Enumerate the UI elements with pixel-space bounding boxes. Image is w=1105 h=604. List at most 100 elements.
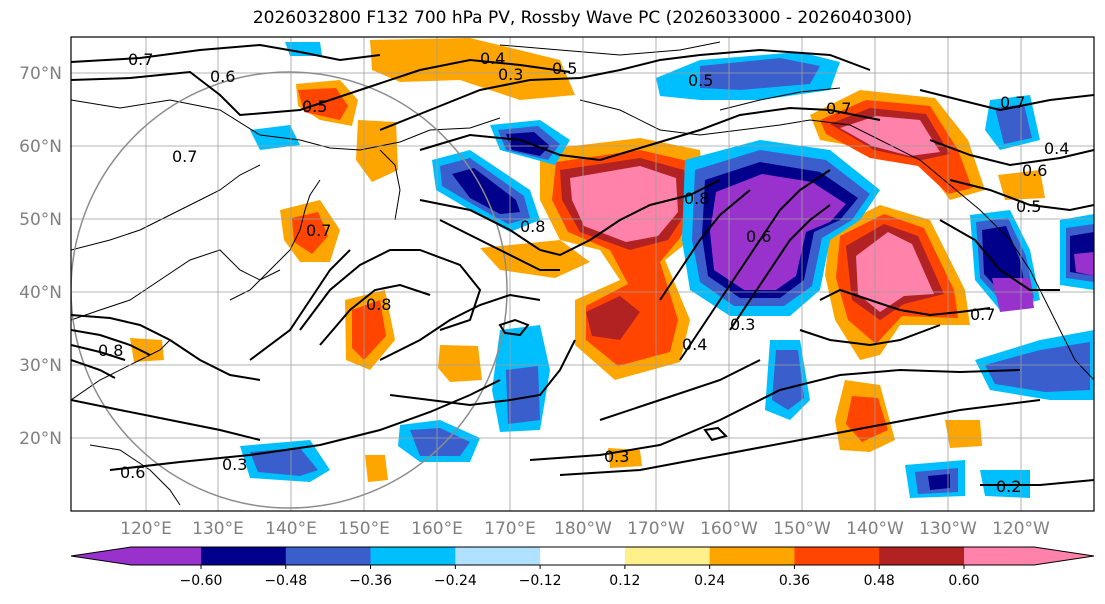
contour-label: 0.3: [730, 315, 755, 334]
colorbar-segment: [879, 547, 965, 565]
contour-line: [929, 139, 1094, 167]
china-coast: [71, 249, 281, 321]
lon-label-150w: 150°W: [773, 519, 831, 539]
colorbar-segment: [540, 547, 626, 565]
contour-line: [529, 368, 1021, 461]
colorbar-segment: [709, 547, 795, 565]
contour-line: [379, 293, 541, 361]
colorbar-tick-label: −0.36: [349, 573, 392, 589]
contour-line: [109, 379, 501, 471]
contour-line: [939, 219, 1060, 291]
colorbar-segment: [201, 547, 287, 565]
contour-label: 0.4: [480, 49, 505, 68]
colorbar-tick-label: 0.60: [948, 573, 979, 589]
lon-label-160w: 160°W: [700, 519, 758, 539]
contour-line: [419, 106, 881, 162]
colorbar: −0.60 −0.48 −0.36 −0.24 −0.12 0.12 0.24 0.36 0.4…: [70, 546, 1095, 589]
contour-line: [71, 43, 381, 63]
contour-label: 0.7: [826, 99, 851, 118]
contour-line: [659, 189, 751, 301]
map-title: 2026032800 F132 700 hPa PV, Rossby Wave …: [252, 8, 913, 28]
pv-contours: [71, 43, 1094, 486]
lat-label-20n: 20°N: [19, 429, 62, 449]
colorbar-tick-label: 0.48: [864, 573, 895, 589]
contour-line: [419, 179, 721, 257]
anomaly-fill-layer: [130, 38, 1094, 498]
colorbar-tick-label: 0.24: [694, 573, 725, 589]
contour-label: 0.3: [604, 447, 629, 466]
contour-line: [799, 324, 941, 347]
contour-label: 0.8: [98, 341, 123, 360]
lon-label-170w: 170°W: [627, 519, 685, 539]
contour-line: [498, 318, 530, 337]
north-america-coast: [579, 99, 1094, 381]
distance-ring: [71, 71, 508, 509]
lat-label-60n: 60°N: [19, 137, 62, 157]
contour-line: [559, 399, 1041, 476]
contour-label: 0.7: [172, 147, 197, 166]
lon-label-170e: 170°E: [484, 519, 536, 539]
contour-label-layer: 0.7 0.6 0.7 0.5 0.4 0.3 0.5 0.5 0.7 0.7 …: [98, 49, 1069, 496]
contour-label: 0.6: [746, 227, 771, 246]
contour-line: [949, 179, 1094, 212]
colorbar-segment: [370, 547, 456, 565]
contour-label: 0.6: [1022, 161, 1047, 180]
colorbar-tick-label: −0.12: [519, 573, 562, 589]
graticule: [71, 37, 1094, 511]
longitude-axis: 120°E 130°E 140°E 150°E 160°E 170°E 180°…: [120, 519, 1050, 539]
contour-line: [439, 219, 560, 271]
lat-label-30n: 30°N: [19, 356, 62, 376]
asia-east-coast: [71, 164, 261, 251]
colorbar-segment: [455, 547, 541, 565]
colorbar-tick-label: −0.60: [180, 573, 223, 589]
contour-label: 0.4: [682, 335, 707, 354]
contour-line: [919, 89, 1094, 112]
contour-line: [980, 479, 1094, 486]
philippines-coast: [89, 444, 181, 506]
colorbar-tick-label: 0.36: [779, 573, 810, 589]
contour-line: [599, 359, 761, 421]
contour-label: 0.7: [970, 305, 995, 324]
contour-label: 0.3: [498, 65, 523, 84]
colorbar-outline: [70, 546, 1095, 566]
japan-coast: [229, 179, 321, 301]
contour-line: [71, 399, 261, 441]
contour-line: [703, 426, 728, 442]
map-frame: [70, 36, 1095, 512]
lon-label-140e: 140°E: [265, 519, 317, 539]
contour-line: [379, 48, 871, 131]
latitude-axis: 70°N 60°N 50°N 40°N 30°N 20°N: [19, 64, 62, 449]
lon-label-180w: 180°W: [554, 519, 612, 539]
contour-label: 0.7: [1000, 93, 1025, 112]
contour-label: 0.8: [366, 295, 391, 314]
lon-label-130w: 130°W: [919, 519, 977, 539]
contour-line: [679, 169, 831, 361]
lat-label-50n: 50°N: [19, 210, 62, 230]
contour-line: [819, 288, 991, 317]
contour-label: 0.2: [996, 477, 1021, 496]
colorbar-tick-label: −0.24: [434, 573, 477, 589]
lon-label-140w: 140°W: [846, 519, 904, 539]
contour-label: 0.5: [1016, 197, 1041, 216]
contour-line: [729, 204, 831, 331]
contour-line: [71, 359, 116, 379]
contour-label: 0.7: [306, 221, 331, 240]
contour-label: 0.3: [222, 455, 247, 474]
contour-line: [389, 339, 576, 407]
contour-label: 0.6: [210, 67, 235, 86]
lon-label-120w: 120°W: [992, 519, 1050, 539]
lon-label-120e: 120°E: [120, 519, 172, 539]
colorbar-tick-label: 0.12: [609, 573, 640, 589]
alaska-north-coast: [719, 87, 841, 111]
lon-label-160e: 160°E: [411, 519, 463, 539]
colorbar-segment: [964, 547, 1094, 565]
contour-label: 0.5: [552, 59, 577, 78]
lat-label-40n: 40°N: [19, 283, 62, 303]
colorbar-segment: [624, 547, 711, 565]
colorbar-segment: [71, 547, 201, 565]
contour-line: [299, 249, 482, 331]
contour-line: [71, 329, 151, 356]
lon-label-150e: 150°E: [338, 519, 390, 539]
contour-label: 0.5: [688, 71, 713, 90]
contour-line: [319, 283, 431, 346]
